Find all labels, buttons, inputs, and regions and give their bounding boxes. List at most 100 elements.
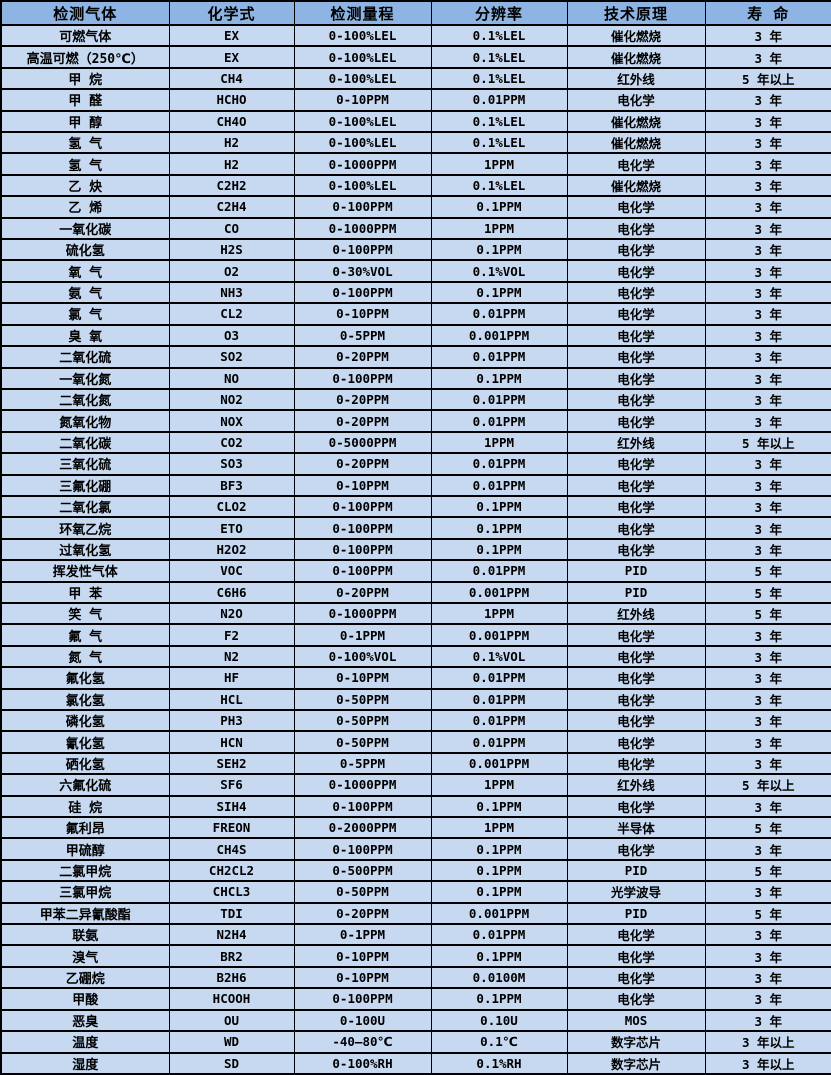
cell-range: 0-20PPM xyxy=(293,387,432,412)
cell-resolution: 0.01PPM xyxy=(430,687,568,712)
cell-range: 0-100%LEL xyxy=(293,45,432,69)
cell-range: 0-10PPM xyxy=(293,666,432,690)
table-row: 甲 烷 CH4 0-100%LEL 0.1%LEL 红外线 5 年以上 xyxy=(0,66,831,91)
cell-gas-name: 甲 苯 xyxy=(0,580,170,604)
table-row: 甲硫醇 CH4S 0-100PPM 0.1PPM 电化学 3 年 xyxy=(0,837,831,861)
cell-lifespan: 3 年 xyxy=(704,730,831,754)
table-row: 硒化氢 SEH2 0-5PPM 0.001PPM 电化学 3 年 xyxy=(0,751,831,776)
cell-lifespan: 3 年 xyxy=(704,687,831,712)
cell-gas-name: 一氧化碳 xyxy=(0,216,170,241)
cell-range: 0-100%RH xyxy=(293,1051,432,1075)
table-row: 可燃气体 EX 0-100%LEL 0.1%LEL 催化燃烧 3 年 xyxy=(0,23,831,48)
cell-lifespan: 3 年 xyxy=(704,537,831,562)
cell-resolution: 0.1PPM xyxy=(430,280,568,305)
table-row: 氢 气 H2 0-100%LEL 0.1%LEL 催化燃烧 3 年 xyxy=(0,131,831,155)
cell-lifespan: 3 年 xyxy=(704,323,831,348)
cell-resolution: 0.01PPM xyxy=(430,452,568,476)
table-row: 乙硼烷 B2H6 0-10PPM 0.0100M 电化学 3 年 xyxy=(0,965,831,990)
cell-lifespan: 5 年 xyxy=(704,858,831,883)
cell-lifespan: 3 年 xyxy=(704,109,831,134)
cell-principle: 催化燃烧 xyxy=(566,45,706,69)
cell-resolution: 0.1%RH xyxy=(430,1051,568,1075)
table-row: 恶臭 OU 0-100U 0.10U MOS 3 年 xyxy=(0,1008,831,1033)
cell-lifespan: 5 年 xyxy=(704,816,831,840)
cell-formula: N2H4 xyxy=(168,923,295,947)
cell-lifespan: 3 年 xyxy=(704,644,831,669)
cell-formula: SO3 xyxy=(168,452,295,476)
cell-gas-name: 甲 醇 xyxy=(0,109,170,134)
table-row: 二氧化硫 SO2 0-20PPM 0.01PPM 电化学 3 年 xyxy=(0,345,831,369)
cell-resolution: 0.1PPM xyxy=(430,880,568,904)
cell-formula: CHCL3 xyxy=(168,880,295,904)
cell-resolution: 0.1PPM xyxy=(430,366,568,390)
cell-gas-name: 硫化氢 xyxy=(0,238,170,262)
cell-lifespan: 5 年以上 xyxy=(704,430,831,455)
cell-gas-name: 硅 烷 xyxy=(0,794,170,819)
table-row: 臭 氧 O3 0-5PPM 0.001PPM 电化学 3 年 xyxy=(0,323,831,348)
cell-resolution: 0.01PPM xyxy=(430,708,568,733)
cell-formula: O2 xyxy=(168,259,295,283)
cell-lifespan: 3 年 xyxy=(704,944,831,968)
cell-resolution: 0.1PPM xyxy=(430,537,568,562)
cell-formula: CO2 xyxy=(168,430,295,455)
cell-lifespan: 5 年 xyxy=(704,580,831,604)
cell-gas-name: 挥发性气体 xyxy=(0,559,170,583)
cell-resolution: 0.001PPM xyxy=(430,580,568,604)
table-row: 甲酸 HCOOH 0-100PPM 0.1PPM 电化学 3 年 xyxy=(0,987,831,1011)
cell-resolution: 0.1PPM xyxy=(430,516,568,540)
cell-principle: 催化燃烧 xyxy=(566,131,706,155)
cell-gas-name: 乙 炔 xyxy=(0,173,170,198)
cell-formula: PH3 xyxy=(168,708,295,733)
cell-formula: HCOOH xyxy=(168,987,295,1011)
cell-resolution: 0.01PPM xyxy=(430,409,568,433)
cell-principle: 电化学 xyxy=(566,666,706,690)
table-row: 氮 气 N2 0-100%VOL 0.1%VOL 电化学 3 年 xyxy=(0,644,831,669)
table-row: 氯化氢 HCL 0-50PPM 0.01PPM 电化学 3 年 xyxy=(0,687,831,712)
cell-formula: SO2 xyxy=(168,345,295,369)
cell-range: 0-100PPM xyxy=(293,195,432,219)
table-row: 六氟化硫 SF6 0-1000PPM 1PPM 红外线 5 年以上 xyxy=(0,773,831,797)
cell-resolution: 0.001PPM xyxy=(430,623,568,647)
cell-formula: HF xyxy=(168,666,295,690)
cell-principle: 电化学 xyxy=(566,794,706,819)
table-row: 三氯甲烷 CHCL3 0-50PPM 0.1PPM 光学波导 3 年 xyxy=(0,880,831,904)
cell-gas-name: 三氯甲烷 xyxy=(0,880,170,904)
table-row: 氯 气 CL2 0-10PPM 0.01PPM 电化学 3 年 xyxy=(0,302,831,326)
cell-formula: CH4S xyxy=(168,837,295,861)
cell-lifespan: 3 年 xyxy=(704,173,831,198)
cell-principle: 电化学 xyxy=(566,280,706,305)
cell-lifespan: 3 年 xyxy=(704,837,831,861)
cell-resolution: 1PPM xyxy=(430,216,568,241)
cell-resolution: 0.1PPM xyxy=(430,837,568,861)
cell-range: 0-5000PPM xyxy=(293,430,432,455)
cell-formula: N2O xyxy=(168,601,295,626)
table-row: 环氧乙烷 ETO 0-100PPM 0.1PPM 电化学 3 年 xyxy=(0,516,831,540)
cell-gas-name: 六氟化硫 xyxy=(0,773,170,797)
cell-formula: C2H4 xyxy=(168,195,295,219)
cell-formula: WD xyxy=(168,1030,295,1054)
cell-gas-name: 氮氧化物 xyxy=(0,409,170,433)
cell-resolution: 0.10U xyxy=(430,1008,568,1033)
cell-resolution: 0.01PPM xyxy=(430,473,568,497)
cell-gas-name: 湿度 xyxy=(0,1051,170,1075)
table-row: 二氧化碳 CO2 0-5000PPM 1PPM 红外线 5 年以上 xyxy=(0,430,831,455)
cell-formula: C2H2 xyxy=(168,173,295,198)
cell-formula: NOX xyxy=(168,409,295,433)
cell-gas-name: 过氧化氢 xyxy=(0,537,170,562)
cell-gas-name: 恶臭 xyxy=(0,1008,170,1033)
table-row: 乙 炔 C2H2 0-100%LEL 0.1%LEL 催化燃烧 3 年 xyxy=(0,173,831,198)
cell-lifespan: 3 年 xyxy=(704,280,831,305)
cell-range: 0-10PPM xyxy=(293,302,432,326)
cell-formula: EX xyxy=(168,23,295,48)
cell-principle: 电化学 xyxy=(566,623,706,647)
cell-lifespan: 3 年以上 xyxy=(704,1030,831,1054)
cell-lifespan: 3 年以上 xyxy=(704,1051,831,1075)
table-row: 高温可燃（250℃） EX 0-100%LEL 0.1%LEL 催化燃烧 3 年 xyxy=(0,45,831,69)
cell-lifespan: 3 年 xyxy=(704,666,831,690)
cell-formula: CO xyxy=(168,216,295,241)
cell-gas-name: 甲 醛 xyxy=(0,88,170,112)
cell-principle: 电化学 xyxy=(566,387,706,412)
table-row: 氮氧化物 NOX 0-20PPM 0.01PPM 电化学 3 年 xyxy=(0,409,831,433)
cell-range: 0-100PPM xyxy=(293,987,432,1011)
cell-resolution: 0.1PPM xyxy=(430,944,568,968)
